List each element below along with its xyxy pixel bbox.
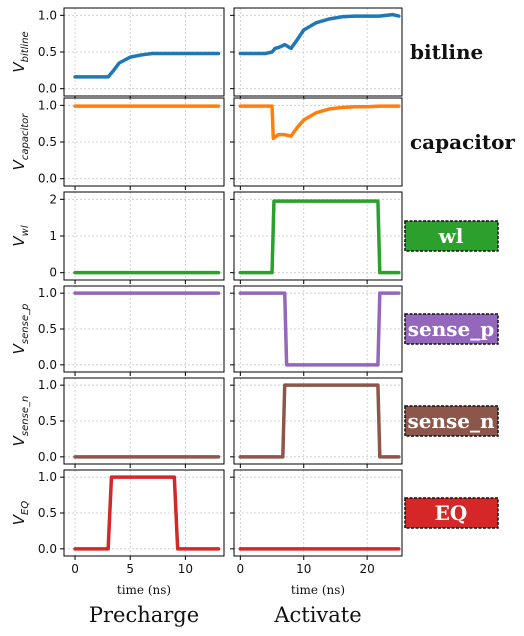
y-tick-label: 1.0	[38, 8, 57, 22]
row-label-sense_p: sense_p	[408, 317, 495, 341]
row-label-wl: wl	[438, 224, 464, 248]
series-line-sense_n-activate	[238, 383, 401, 459]
y-tick-label: 0.0	[38, 450, 57, 464]
y-axis-label-capacitor: Vcapacitor	[10, 113, 31, 171]
y-tick-label: 1.0	[38, 98, 57, 112]
y-axis-label-main: V	[10, 158, 28, 170]
y-tick-label: 0.5	[38, 506, 57, 520]
panel-capacitor-activate	[230, 97, 403, 190]
panel-bitline-activate	[230, 7, 403, 100]
y-tick-label: 0.5	[38, 45, 57, 59]
y-tick-label: 1.0	[38, 286, 57, 300]
row-label-bitline: bitline	[410, 40, 483, 64]
series-line-sense_p-activate	[238, 291, 401, 367]
y-axis-label-sense_p: Vsense_p	[10, 304, 31, 355]
panel-sense_n-activate	[230, 377, 403, 468]
y-axis-label-main: V	[10, 342, 28, 354]
y-tick-label: 0.0	[38, 542, 57, 556]
x-axis-title-activate: time (ns)	[291, 583, 345, 597]
y-axis-label-wl: Vwl	[10, 225, 31, 246]
row-label-sense_n: sense_n	[407, 409, 495, 433]
y-axis-label-sub: capacitor	[20, 113, 31, 160]
x-tick-label: 10	[296, 562, 311, 576]
panel-sense_p-precharge: 0.0 0.5 1.0	[38, 285, 225, 376]
panel-capacitor-precharge: 0.0 0.5 1.0	[38, 97, 225, 190]
y-tick-label: 1.0	[38, 470, 57, 484]
row-label-box-wl	[404, 220, 499, 252]
y-tick-label: 0.0	[38, 82, 57, 96]
panel-EQ-precharge: 0 5 10 0.0 0.5 1.0	[38, 469, 225, 576]
panel-EQ-activate: 0 10 20	[230, 469, 403, 576]
y-tick-label: 0.5	[38, 414, 57, 428]
row-label-EQ: EQ	[435, 501, 468, 525]
row-label-capacitor: capacitor	[410, 130, 515, 154]
series-line-bitline-precharge	[73, 51, 221, 79]
series-line-bitline-activate	[238, 12, 401, 56]
x-tick-label: 20	[359, 562, 374, 576]
x-tick-label: 0	[237, 562, 245, 576]
series-line-capacitor-activate	[238, 104, 401, 141]
y-axis-label-EQ: VEQ	[10, 501, 31, 526]
y-axis-label-sub: bitline	[20, 31, 31, 62]
y-axis-label-sub: EQ	[20, 501, 31, 515]
y-axis-label-main: V	[10, 434, 28, 446]
x-axis-title-precharge: time (ns)	[117, 583, 171, 597]
y-axis-label-main: V	[10, 513, 28, 525]
column-title-activate: Activate	[273, 603, 361, 627]
panel-wl-precharge: 0 1 2	[49, 191, 225, 284]
y-axis-label-sub: sense_n	[20, 396, 31, 436]
y-tick-label: 0	[49, 266, 57, 280]
row-label-box-sense_p	[404, 313, 499, 345]
x-tick-label: 5	[126, 562, 134, 576]
y-axis-label-sub: sense_p	[20, 304, 31, 344]
y-axis-label-main: V	[10, 235, 28, 247]
y-tick-label: 0.0	[38, 358, 57, 372]
y-tick-label: 2	[49, 192, 57, 206]
y-axis-label-sense_n: Vsense_n	[10, 396, 31, 447]
y-tick-label: 0.5	[38, 322, 57, 336]
y-axis-label-sub: wl	[20, 225, 31, 236]
panel-sense_n-precharge: 0.0 0.5 1.0	[38, 377, 225, 468]
row-label-box-sense_n	[404, 405, 499, 437]
x-tick-label: 10	[178, 562, 193, 576]
y-axis-label-main: V	[10, 61, 28, 73]
y-tick-label: 0.0	[38, 172, 57, 186]
x-tick-label: 0	[71, 562, 79, 576]
y-tick-label: 1.0	[38, 378, 57, 392]
panel-bitline-precharge: 0.0 0.5 1.0	[38, 7, 225, 100]
panel-wl-activate	[230, 191, 403, 284]
y-tick-label: 1	[49, 229, 57, 243]
y-tick-label: 0.5	[38, 135, 57, 149]
row-label-box-EQ	[404, 497, 499, 529]
series-line-wl-activate	[238, 199, 401, 275]
panel-sense_p-activate	[230, 285, 403, 376]
y-axis-label-bitline: Vbitline	[10, 31, 31, 72]
series-line-EQ-precharge	[73, 475, 221, 551]
column-title-precharge: Precharge	[89, 603, 199, 627]
